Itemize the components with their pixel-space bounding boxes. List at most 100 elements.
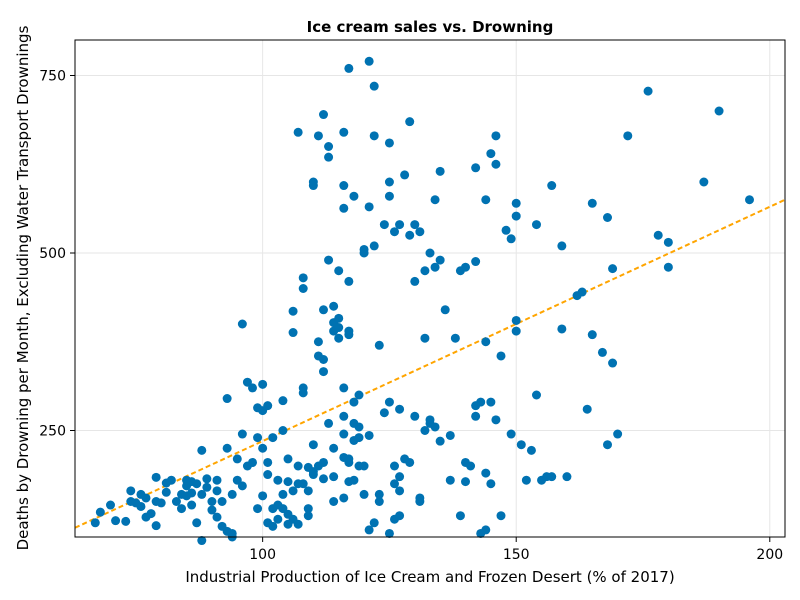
data-point (390, 227, 399, 237)
data-point (440, 305, 450, 315)
y-tick-label: 250 (39, 424, 66, 440)
data-point (374, 497, 384, 506)
data-point (369, 81, 379, 91)
data-point (334, 333, 344, 343)
data-point (425, 248, 435, 258)
data-point (237, 319, 247, 329)
y-tick-label: 500 (39, 246, 66, 262)
data-point (248, 383, 257, 393)
data-point (329, 443, 339, 453)
x-tick-label: 100 (249, 547, 276, 563)
data-point (90, 518, 100, 528)
data-point (603, 440, 612, 450)
data-point (506, 429, 516, 439)
data-point (390, 479, 399, 489)
data-point (420, 266, 430, 276)
data-point (187, 500, 197, 510)
data-point (293, 461, 303, 471)
data-point (308, 470, 318, 480)
data-point (197, 445, 207, 455)
data-point (354, 422, 364, 432)
data-point (197, 489, 207, 499)
data-point (141, 493, 151, 503)
data-point (319, 355, 328, 364)
data-point (557, 241, 567, 251)
data-point (466, 461, 476, 471)
data-point (106, 500, 115, 510)
data-point (339, 493, 349, 503)
data-point (481, 468, 491, 478)
data-point (278, 426, 288, 435)
data-point (613, 429, 623, 439)
data-point (405, 117, 415, 127)
data-point (395, 486, 405, 496)
data-point (359, 489, 369, 499)
data-point (395, 404, 405, 414)
chart-title: Ice cream sales vs. Drowning (307, 18, 554, 36)
data-point (430, 262, 440, 272)
data-point (283, 477, 293, 487)
data-point (283, 454, 293, 464)
data-point (461, 477, 470, 487)
data-point (293, 519, 303, 529)
data-point (339, 429, 349, 439)
data-point (623, 131, 633, 141)
data-point (268, 521, 278, 531)
data-point (253, 504, 263, 514)
data-point (344, 63, 354, 73)
data-point (308, 440, 318, 450)
data-point (455, 511, 465, 521)
data-point (339, 181, 349, 191)
data-point (577, 287, 587, 297)
data-point (273, 514, 283, 524)
data-point (364, 430, 374, 440)
data-point (329, 301, 339, 311)
data-point (364, 56, 374, 66)
data-point (486, 397, 496, 407)
data-point (334, 266, 344, 276)
data-point (288, 486, 298, 496)
data-point (663, 262, 673, 272)
data-point (207, 505, 217, 515)
data-point (121, 516, 131, 526)
data-point (126, 486, 136, 496)
data-point (511, 326, 521, 336)
data-point (263, 401, 273, 411)
data-point (430, 422, 440, 432)
data-point (410, 276, 420, 286)
data-point (445, 475, 455, 485)
data-point (435, 166, 445, 176)
data-point (410, 220, 420, 230)
data-point (481, 195, 491, 205)
data-point (491, 159, 501, 169)
data-point (364, 202, 374, 212)
data-point (298, 273, 308, 283)
data-point (339, 203, 349, 213)
data-point (319, 367, 328, 377)
data-point (293, 127, 303, 137)
data-point (288, 306, 298, 316)
data-point (313, 337, 323, 347)
data-point (187, 488, 197, 498)
data-point (699, 177, 709, 187)
data-point (384, 528, 394, 538)
data-point (298, 388, 308, 398)
data-point (349, 475, 359, 485)
data-point (511, 211, 521, 221)
data-point (263, 470, 273, 480)
data-point (603, 213, 612, 222)
data-point (344, 276, 354, 286)
data-point (273, 475, 283, 485)
data-point (369, 131, 379, 141)
data-point (308, 177, 318, 187)
data-point (324, 152, 334, 162)
data-point (415, 493, 425, 503)
data-point (334, 323, 344, 333)
data-point (516, 440, 526, 450)
data-point (486, 479, 496, 489)
data-point (156, 498, 166, 508)
data-point (161, 487, 171, 497)
data-point (232, 454, 242, 464)
data-point (653, 230, 663, 240)
data-point (359, 461, 369, 471)
